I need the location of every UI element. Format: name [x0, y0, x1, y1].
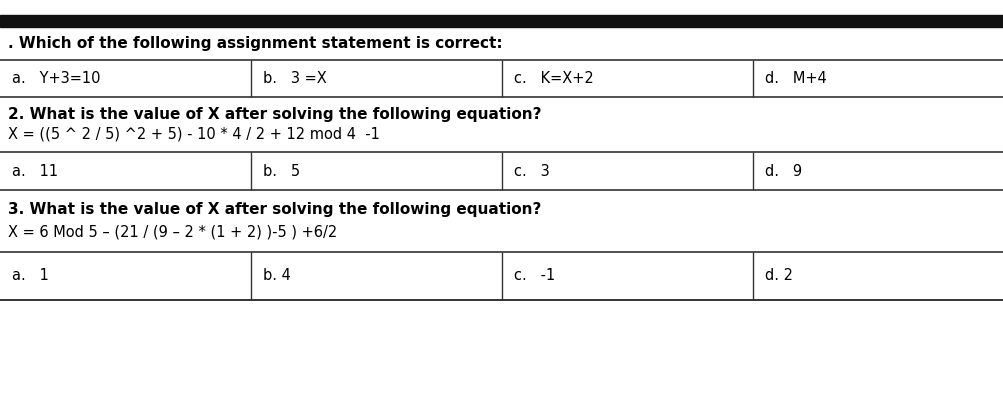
Text: d.   M+4: d. M+4	[764, 71, 825, 86]
Text: b.   3 =X: b. 3 =X	[263, 71, 326, 86]
Text: 2. What is the value of X after solving the following equation?: 2. What is the value of X after solving …	[8, 107, 541, 122]
Text: c.   K=X+2: c. K=X+2	[514, 71, 593, 86]
Text: b.   5: b. 5	[263, 164, 300, 178]
Text: X = 6 Mod 5 – (21 / (9 – 2 * (1 + 2) )-5 ) +6/2: X = 6 Mod 5 – (21 / (9 – 2 * (1 + 2) )-5…	[8, 225, 337, 240]
Text: b. 4: b. 4	[263, 268, 291, 284]
Text: c.   -1: c. -1	[514, 268, 555, 284]
Text: d.   9: d. 9	[764, 164, 801, 178]
Text: X = ((5 ^ 2 / 5) ^2 + 5) - 10 * 4 / 2 + 12 mod 4  -1: X = ((5 ^ 2 / 5) ^2 + 5) - 10 * 4 / 2 + …	[8, 127, 379, 142]
Text: a.   11: a. 11	[12, 164, 58, 178]
Text: c.   3: c. 3	[514, 164, 550, 178]
Text: d. 2: d. 2	[764, 268, 792, 284]
Text: a.   1: a. 1	[12, 268, 49, 284]
Text: a.   Y+3=10: a. Y+3=10	[12, 71, 100, 86]
Bar	[0, 15, 1003, 27]
Text: 3. What is the value of X after solving the following equation?: 3. What is the value of X after solving …	[8, 202, 541, 217]
Text: . Which of the following assignment statement is correct:: . Which of the following assignment stat…	[8, 36, 503, 51]
